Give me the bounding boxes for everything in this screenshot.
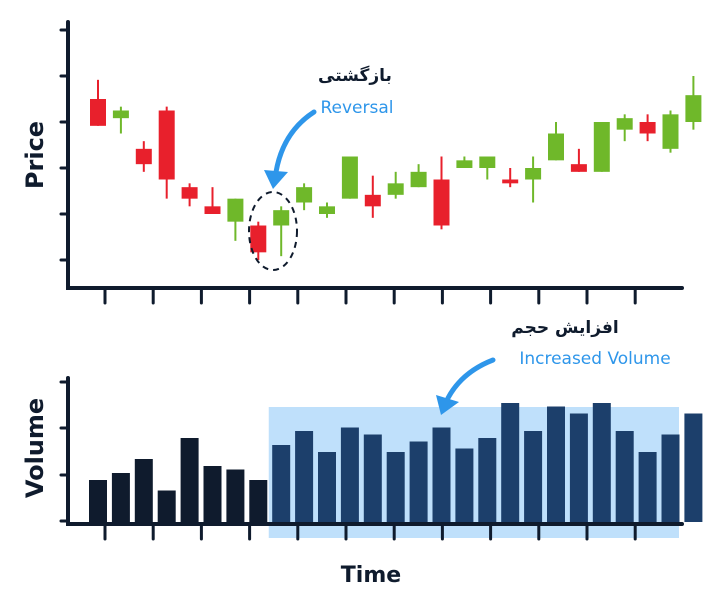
candle-body — [341, 156, 358, 199]
volume-bar — [569, 413, 588, 522]
candle-up — [387, 171, 404, 199]
volume-bar — [180, 438, 199, 522]
volume-arrow-icon — [445, 357, 496, 401]
candle-body — [387, 183, 404, 195]
candle-down — [204, 187, 221, 214]
price-chart: Price بازگشتی Reversal — [21, 20, 702, 305]
candle-body — [662, 114, 679, 149]
candle-down — [639, 114, 656, 142]
candle-down — [502, 168, 519, 188]
volume-bar — [386, 452, 405, 522]
volume-bar — [432, 427, 451, 522]
candle-body — [250, 225, 267, 253]
volume-chart: Volume Time افزایش حجم Increased Volume — [21, 318, 703, 588]
volume-bar — [524, 431, 543, 522]
volume-bar — [455, 448, 474, 522]
reversal-highlight-circle — [248, 191, 298, 271]
volume-bar — [295, 431, 314, 522]
candle-up — [319, 202, 335, 218]
volume-bar — [547, 406, 565, 522]
volume-bar — [272, 445, 291, 522]
candle-body — [456, 160, 473, 168]
volume-bar — [89, 480, 107, 522]
candle-down — [90, 79, 106, 126]
volume-axis-label: Volume — [21, 398, 49, 498]
volume-bar — [134, 459, 153, 522]
candle-body — [364, 194, 381, 207]
volume-bar — [340, 427, 359, 522]
candle-up — [685, 76, 702, 130]
volume-bar — [157, 490, 176, 522]
candle-body — [296, 187, 313, 203]
candle-down — [135, 141, 152, 172]
candle-body — [525, 168, 542, 180]
volume-bar — [638, 452, 657, 522]
volume-bar — [592, 403, 611, 522]
candle-body — [204, 206, 221, 214]
candle-up — [616, 114, 633, 142]
candle-body — [319, 206, 335, 214]
candle-body — [639, 122, 656, 134]
volume-bar — [203, 466, 222, 522]
candle-up — [112, 106, 129, 134]
candle-up — [227, 198, 244, 241]
candle-up — [296, 183, 313, 211]
candle-body — [273, 210, 290, 226]
candle-body — [227, 198, 244, 222]
candle-up — [525, 156, 542, 203]
candle-body — [158, 110, 175, 180]
reversal-arrow-icon — [273, 109, 317, 175]
volume-bar — [684, 413, 703, 522]
candle-body — [685, 95, 702, 122]
candle-body — [502, 179, 519, 184]
volume-bar — [226, 469, 245, 522]
volume-label-fa: افزایش حجم — [511, 318, 619, 338]
reversal-arrowhead-icon — [264, 170, 288, 189]
volume-label-en: Increased Volume — [519, 349, 670, 369]
candle-body — [548, 133, 564, 161]
volume-bar — [249, 480, 268, 522]
candle-up — [410, 164, 427, 188]
volume-bar — [478, 438, 497, 522]
candle-down — [250, 221, 267, 260]
candle-down — [433, 156, 450, 230]
volume-axis — [66, 376, 684, 526]
volume-bar — [363, 434, 382, 522]
candle-up — [593, 122, 610, 172]
candle-body — [90, 99, 106, 126]
candle-body — [181, 187, 198, 199]
time-axis-label: Time — [341, 563, 401, 588]
volume-bar — [409, 441, 428, 522]
volume-bar — [615, 431, 634, 522]
reversal-label-en: Reversal — [320, 98, 393, 118]
candle-up — [341, 156, 358, 199]
candle-up — [456, 156, 473, 168]
candle-down — [181, 183, 198, 207]
candle-down — [158, 106, 175, 199]
candle-down — [570, 148, 587, 172]
candle-up — [479, 156, 496, 180]
candle-down — [364, 175, 381, 218]
candle-body — [593, 122, 610, 172]
reversal-label-fa: بازگشتی — [318, 65, 392, 86]
candle-up — [548, 122, 564, 161]
candle-up — [662, 110, 679, 153]
candle-body — [570, 164, 587, 172]
volume-bar — [318, 452, 336, 522]
volume-bar — [111, 473, 130, 522]
candle-body — [135, 148, 152, 165]
candle-up — [273, 206, 290, 257]
candle-body — [410, 171, 427, 188]
volume-bar — [501, 403, 520, 522]
price-axis-label: Price — [21, 121, 49, 189]
candle-body — [112, 110, 129, 119]
candle-body — [616, 118, 633, 130]
candle-body — [479, 156, 496, 168]
volume-arrowhead-icon — [436, 395, 459, 415]
price-axis — [66, 20, 684, 290]
volume-bar — [661, 434, 680, 522]
candle-body — [433, 179, 450, 226]
